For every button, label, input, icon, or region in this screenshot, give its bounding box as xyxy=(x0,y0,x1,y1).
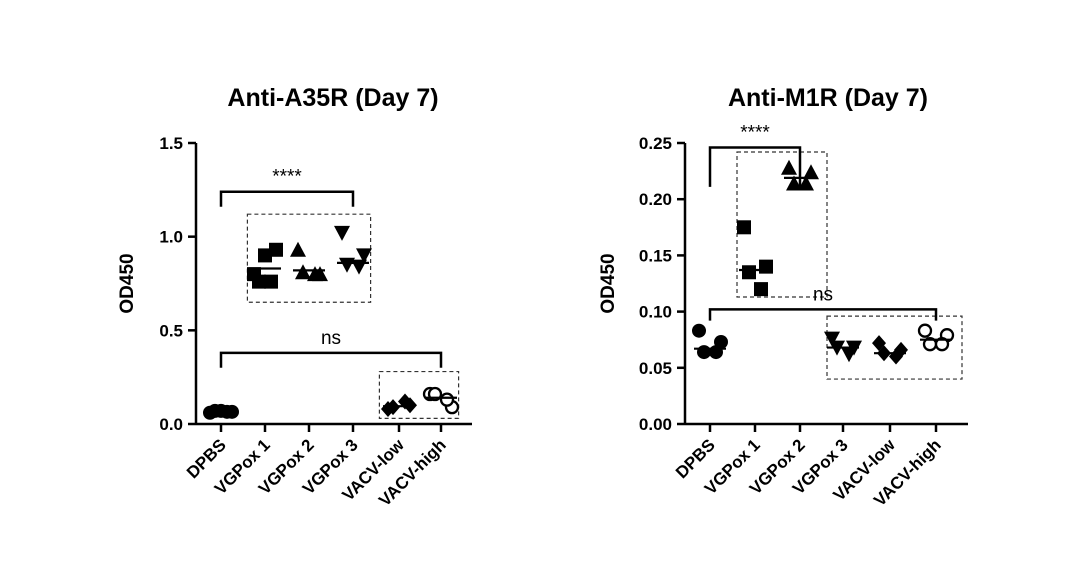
data-point xyxy=(290,241,306,257)
significance-label: **** xyxy=(740,122,770,143)
y-tick-label: 0.20 xyxy=(639,190,672,209)
y-tick-label: 0.00 xyxy=(639,415,672,434)
significance-label: ns xyxy=(321,328,341,349)
chart-title: Anti-A35R (Day 7) xyxy=(227,84,438,112)
data-point xyxy=(264,274,278,289)
data-point xyxy=(334,225,350,241)
data-point xyxy=(295,264,311,280)
data-point xyxy=(697,345,711,360)
y-tick-label: 0.0 xyxy=(159,415,183,434)
y-tick-label: 0.25 xyxy=(639,134,672,153)
significance-bracket xyxy=(708,308,938,321)
data-point xyxy=(781,159,797,175)
data-point xyxy=(759,259,773,274)
data-point xyxy=(824,331,840,347)
data-point xyxy=(786,175,802,191)
chart-anti-m1r: Anti-M1R (Day 7) OD450 0.00 0.05 0.10 0.15 0.2… xyxy=(598,84,968,510)
data-point xyxy=(934,337,950,352)
data-point xyxy=(798,175,814,191)
chart-anti-a35r: Anti-A35R (Day 7)OD4500.00.51.01.5DPBSVG… xyxy=(117,84,472,510)
group-box xyxy=(736,151,828,298)
data-point xyxy=(692,323,706,338)
chart-title: Anti-M1R (Day 7) xyxy=(728,84,928,112)
data-point xyxy=(339,257,355,273)
data-point xyxy=(709,345,723,360)
significance-label: **** xyxy=(272,167,302,188)
y-axis-label: OD450 xyxy=(598,253,619,313)
data-point xyxy=(252,274,266,289)
y-tick-label: 0.15 xyxy=(639,246,672,265)
data-point xyxy=(803,164,819,180)
data-point xyxy=(269,242,283,257)
y-tick-label: 0.10 xyxy=(639,303,672,322)
data-point xyxy=(307,266,323,282)
y-axis-label: OD450 xyxy=(117,253,138,313)
data-point xyxy=(742,265,756,280)
data-point xyxy=(258,248,272,263)
y-tick-label: 1.5 xyxy=(159,134,183,153)
data-point xyxy=(917,323,933,338)
data-point xyxy=(754,282,768,297)
y-tick-label: 0.5 xyxy=(159,321,183,340)
data-point xyxy=(737,220,751,235)
y-tick-label: 0.05 xyxy=(639,359,672,378)
data-point xyxy=(439,392,455,407)
data-point xyxy=(841,347,857,363)
group-box xyxy=(246,213,372,303)
significance-bracket xyxy=(219,351,443,368)
data-point xyxy=(356,248,372,264)
significance-bracket xyxy=(219,190,355,207)
significance-bracket xyxy=(708,146,802,187)
y-tick-label: 1.0 xyxy=(159,228,183,247)
significance-label: ns xyxy=(813,284,833,305)
